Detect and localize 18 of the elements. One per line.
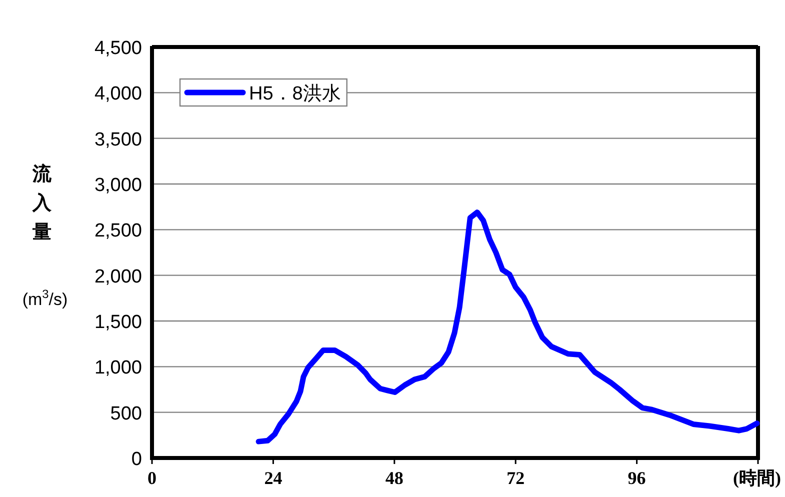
y-tick-label: 2,000 (94, 266, 142, 288)
legend-label: H5．8洪水 (249, 84, 341, 104)
y-tick-label: 3,000 (94, 175, 142, 196)
x-tick-label: 96 (628, 468, 646, 488)
y-tick-label: 500 (110, 403, 142, 424)
text: 流入量 (m$^{3}$/s) (22, 164, 68, 309)
y-tick-label: 4,000 (94, 84, 142, 105)
y-tick-label: 1,500 (94, 312, 142, 333)
y-tick-label: 3,500 (94, 129, 142, 150)
y-tick-label: 4,500 (94, 38, 142, 59)
x-tick-label: 72 (506, 468, 525, 488)
y-tick-label: 1,000 (94, 358, 142, 379)
y-tick-label: 2,500 (94, 220, 142, 242)
y-tick-label: 0 (131, 449, 142, 470)
x-tick-label: 0 (148, 468, 156, 488)
x-tick-label: (時間) (733, 468, 781, 488)
x-tick-label: 48 (385, 468, 404, 488)
x-tick-label: 24 (264, 468, 282, 488)
